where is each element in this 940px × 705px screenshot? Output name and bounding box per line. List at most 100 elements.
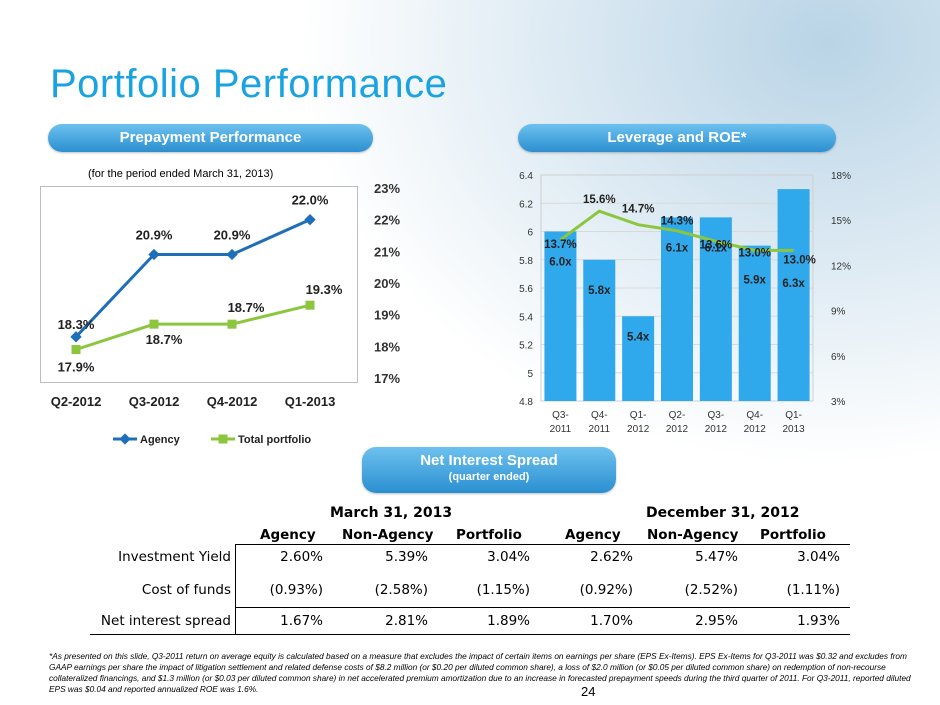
x-tick-label: Q4-: [591, 410, 608, 421]
legend-agency-marker: [119, 433, 131, 445]
x-tick-label: Q2-2012: [51, 394, 102, 409]
bar-data-label: 6.1x: [705, 242, 728, 254]
y-left-tick-label: 5: [527, 369, 533, 380]
row-label: Investment Yield: [118, 549, 231, 565]
leverage-roe-chart: 4.8 5 5.2 5.4 5.6 5.8 6 6.2 6.4 3% 6% 9% 12% 15% 18% Q3…: [519, 171, 851, 435]
col-header: Non-Agency: [647, 527, 739, 543]
y-right-tick-label: 9%: [831, 307, 846, 318]
table-row: Investment Yield 2.60% 5.39% 3.04% 2.62%…: [90, 546, 850, 570]
y-left-tick-label: 4.8: [519, 397, 533, 408]
bar-data-label: 5.9x: [744, 275, 767, 287]
y-left-tick-label: 5.2: [519, 341, 533, 352]
y-left-tick-label: 6.4: [519, 171, 533, 182]
y-left-tick-label: 5.4: [519, 312, 533, 323]
agency-marker: [70, 331, 82, 343]
row-label: Cost of funds: [141, 582, 231, 598]
y-right-tick-label: 6%: [831, 352, 846, 363]
y-tick-label: 20%: [374, 276, 400, 291]
cell: 3.04%: [797, 549, 840, 565]
cell: 2.81%: [385, 613, 428, 629]
cell: 1.70%: [590, 613, 633, 629]
cell: (2.58%): [374, 582, 428, 598]
col-header: Agency: [565, 527, 621, 543]
col-header: Non-Agency: [342, 527, 434, 543]
page-number: 24: [581, 684, 596, 699]
data-label: 18.7%: [228, 300, 265, 315]
leverage-bar: [661, 217, 693, 401]
total-portfolio-marker: [305, 300, 315, 310]
bar-data-label: 6.0x: [549, 257, 572, 269]
x-tick-label: 2012: [744, 424, 767, 435]
col-header: Agency: [260, 527, 316, 543]
x-tick-label: Q4-: [746, 410, 763, 421]
y-tick-label: 19%: [374, 308, 400, 323]
period-header-march-2013: March 31, 2013: [330, 505, 453, 521]
data-label: 19.3%: [306, 282, 343, 297]
footnote: *As presented on this slide, Q3-2011 ret…: [49, 651, 911, 694]
x-tick-label: 2012: [627, 424, 650, 435]
cell: 1.89%: [487, 613, 530, 629]
x-tick-label: Q1-: [630, 410, 647, 421]
y-tick-label: 22%: [374, 213, 400, 228]
roe-data-label: 13.6%: [700, 239, 733, 251]
cell: 1.67%: [280, 613, 323, 629]
row-label: Net interest spread: [100, 613, 231, 629]
x-tick-label: 2012: [705, 424, 728, 435]
prepay-period-note: (for the period ended March 31, 2013): [88, 168, 274, 180]
x-tick-label: 2013: [782, 424, 805, 435]
bar-data-label: 5.4x: [627, 331, 650, 343]
cell: 3.04%: [487, 549, 530, 565]
data-label: 18.7%: [146, 332, 183, 347]
table-rule: [235, 607, 850, 608]
cell: (2.52%): [684, 582, 738, 598]
x-tick-label: 2011: [589, 424, 611, 435]
cell: (0.92%): [579, 582, 633, 598]
series-line-0: [74, 218, 311, 338]
y-tick-label: 18%: [374, 339, 400, 354]
bar-data-label: 6.3x: [782, 278, 805, 290]
page-title: Portfolio Performance: [50, 62, 448, 106]
legend-label: Agency: [140, 434, 181, 446]
period-header-december-2012: December 31, 2012: [646, 505, 800, 521]
data-label: 20.9%: [136, 228, 173, 243]
cell: (0.93%): [269, 582, 323, 598]
y-tick-label: 23%: [374, 181, 400, 196]
nis-pill-subtitle: (quarter ended): [448, 471, 530, 483]
leverage-bar: [777, 189, 810, 401]
roe-data-label: 14.3%: [661, 216, 694, 228]
table-divider: [235, 544, 236, 634]
x-tick-label: 2011: [550, 424, 572, 435]
roe-data-label: 13.0%: [783, 254, 816, 266]
table-rule: [235, 544, 850, 545]
data-label: 22.0%: [292, 193, 329, 208]
x-tick-label: Q2-: [669, 410, 686, 421]
data-label: 17.9%: [58, 360, 95, 375]
x-tick-label: Q3-: [552, 410, 569, 421]
roe-data-label: 13.0%: [738, 247, 771, 259]
cell: (1.11%): [786, 582, 840, 598]
x-tick-label: Q1-: [785, 410, 802, 421]
cell: 2.62%: [590, 549, 633, 565]
y-left-tick-label: 5.8: [519, 256, 533, 267]
cell: 5.47%: [695, 549, 738, 565]
bar-data-label: 6.1x: [666, 242, 689, 254]
table-rule: [90, 634, 850, 635]
y-right-tick-label: 3%: [831, 397, 846, 408]
legend-label: Total portfolio: [238, 434, 311, 446]
col-header: Portfolio: [760, 527, 826, 543]
col-header: Portfolio: [456, 527, 522, 543]
plot-area-frame: [40, 186, 358, 383]
cell: 2.60%: [280, 549, 323, 565]
nis-pill-title: Net Interest Spread: [420, 452, 558, 469]
cell: 1.93%: [797, 613, 840, 629]
y-tick-label: 17%: [374, 371, 400, 386]
x-tick-label: 2012: [666, 424, 689, 435]
y-left-tick-label: 5.6: [519, 284, 533, 295]
cell: 5.39%: [385, 549, 428, 565]
prepayment-performance-pill: Prepayment Performance: [48, 124, 373, 152]
prepayment-chart: 17% 18% 19% 20% 21% 22% 23% Q2-2012 Q3-2012 Q4-20…: [40, 181, 400, 446]
total-portfolio-marker: [227, 319, 237, 329]
y-left-tick-label: 6: [527, 228, 533, 239]
total-portfolio-marker: [71, 345, 81, 354]
bar-data-label: 5.8x: [588, 285, 611, 297]
